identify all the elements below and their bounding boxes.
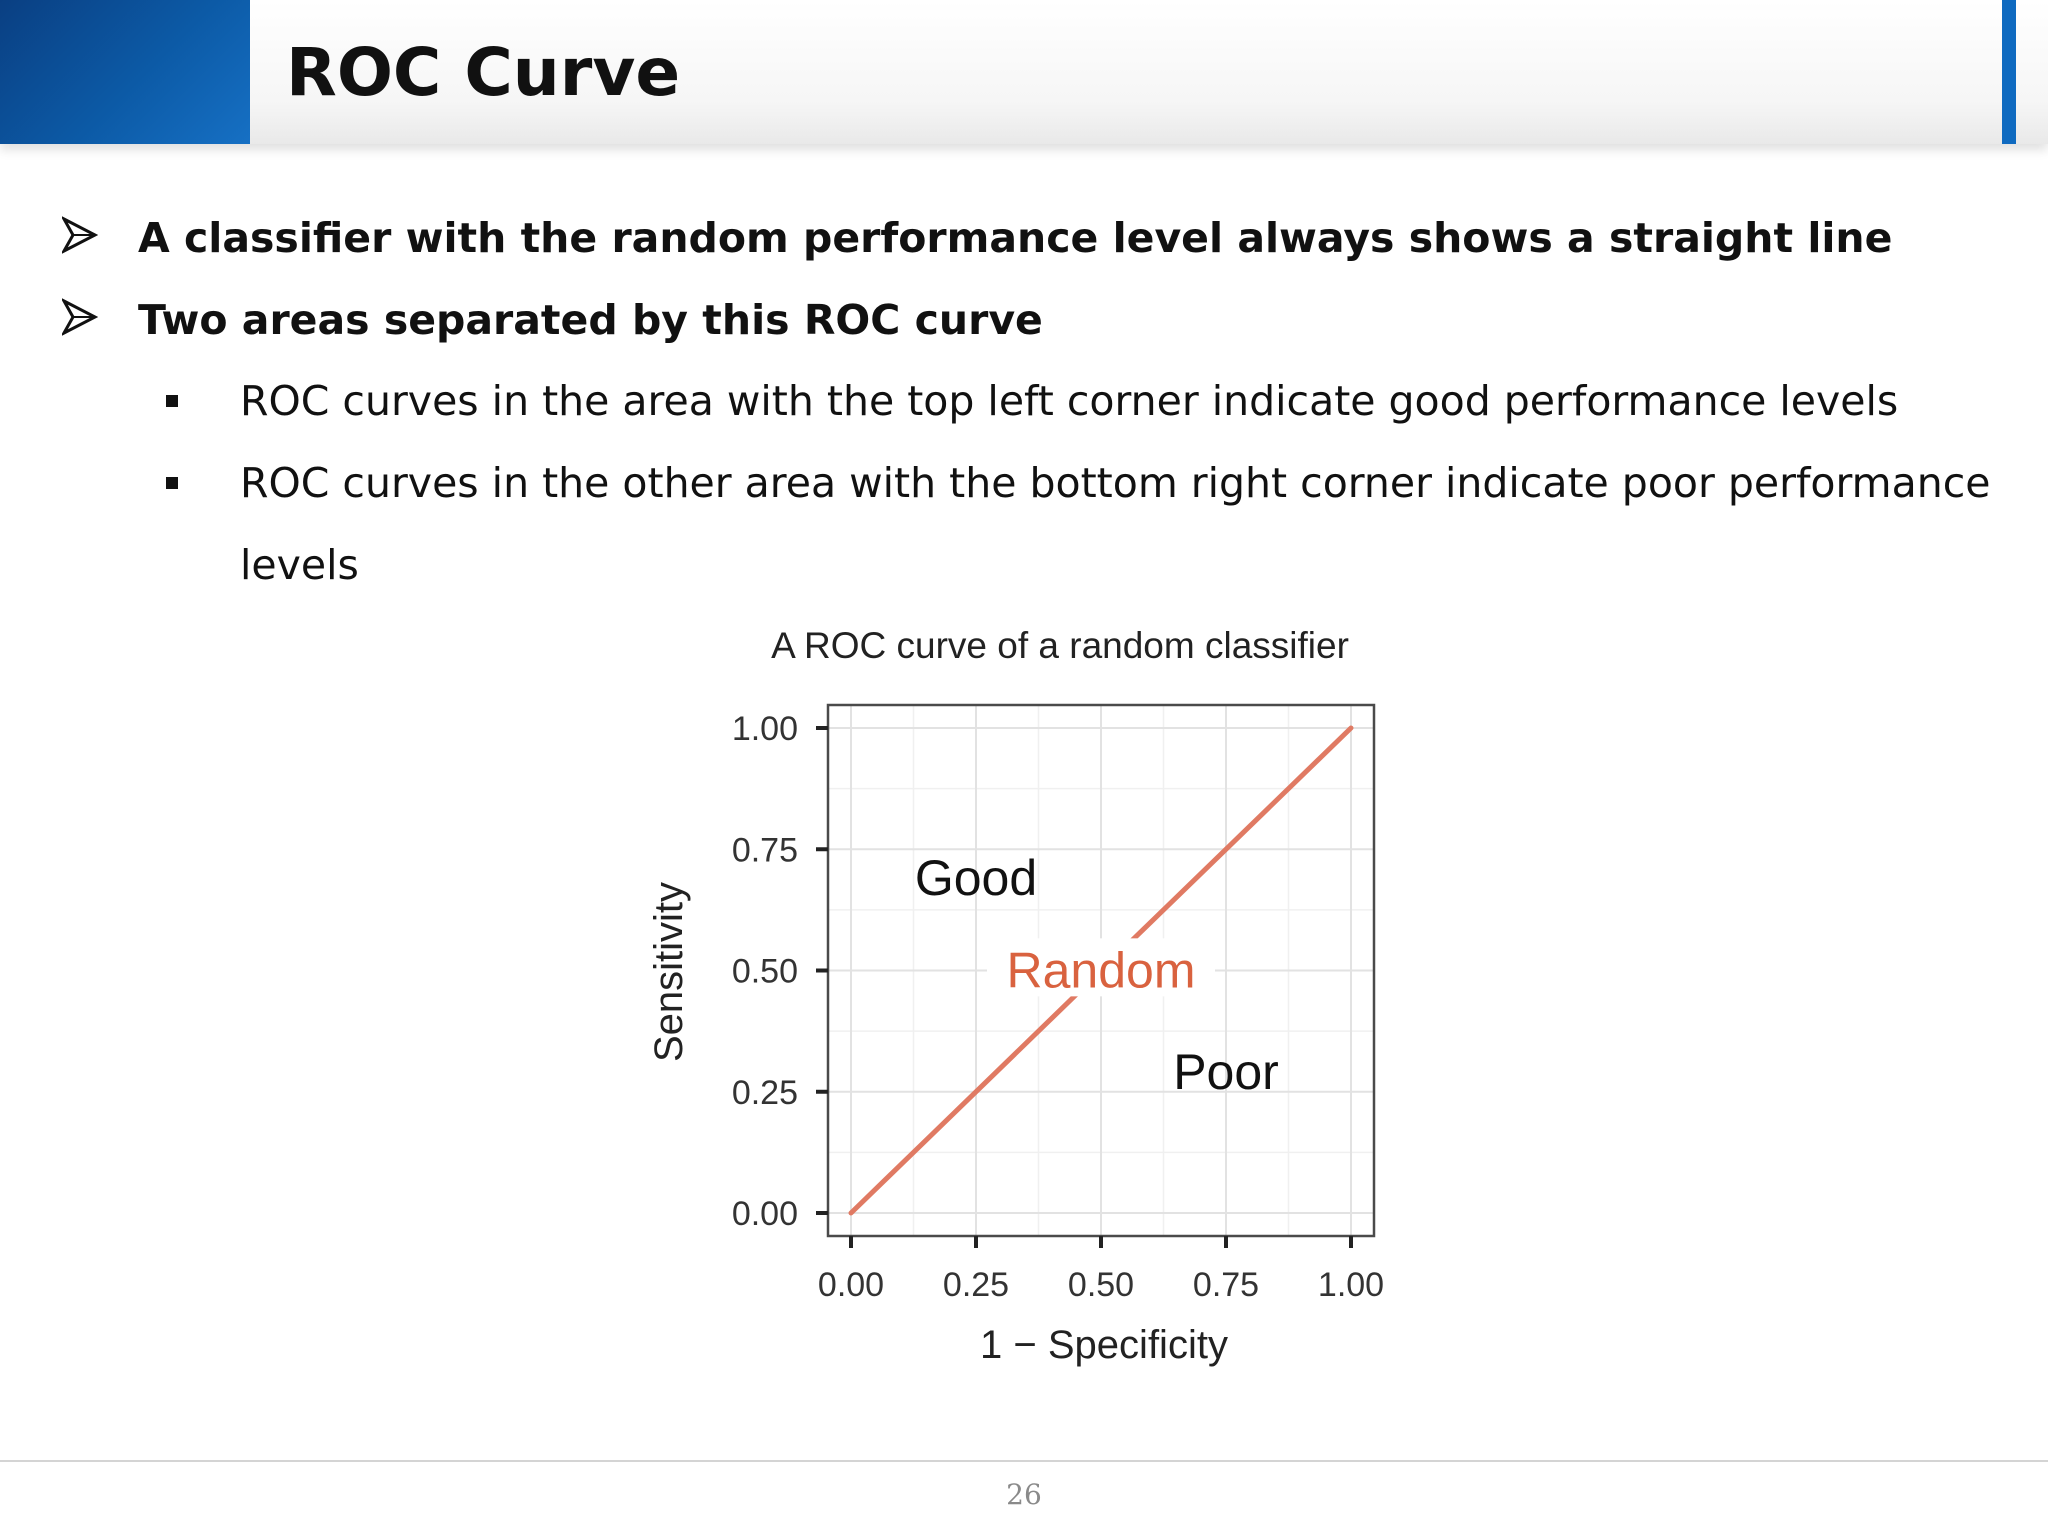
arrow-bullet-icon (62, 298, 98, 336)
bullet-text: Two areas separated by this ROC curve (138, 296, 1043, 344)
header-right-bar (2002, 0, 2016, 144)
annotation-good: Good (915, 850, 1037, 906)
arrow-bullet-icon (62, 216, 98, 254)
y-axis-label: Sensitivity (647, 882, 691, 1062)
page-number: 26 (1006, 1478, 1042, 1511)
x-tick-label: 0.00 (818, 1266, 884, 1304)
chart-title: A ROC curve of a random classifier (771, 625, 1349, 666)
sub-bullet-text: ROC curves in the area with the top left… (240, 377, 1899, 425)
y-tick-label: 0.25 (732, 1074, 798, 1112)
random-label-bg (987, 938, 1215, 997)
x-tick-label: 1.00 (1318, 1266, 1384, 1304)
x-tick-label: 0.75 (1193, 1266, 1259, 1304)
slide-header: ROC Curve (0, 0, 2048, 144)
sub-bullet-text: ROC curves in the other area with the bo… (240, 459, 1991, 589)
square-bullet-icon (166, 477, 178, 489)
y-tick-label: 1.00 (732, 710, 798, 748)
header-accent-block (0, 0, 250, 144)
x-axis-label: 1 − Specificity (980, 1323, 1228, 1367)
footer-divider (0, 1460, 2048, 1462)
slide-title: ROC Curve (286, 34, 681, 111)
roc-chart-svg: A ROC curve of a random classifier 1 − S… (647, 625, 1384, 1367)
y-tick-label: 0.50 (732, 953, 798, 991)
y-tick-label: 0.00 (732, 1195, 798, 1233)
x-tick-label: 0.25 (943, 1266, 1009, 1304)
bullet-text: A classifier with the random performance… (138, 214, 1893, 262)
x-tick-label: 0.50 (1068, 1266, 1134, 1304)
y-tick-label: 0.75 (732, 831, 798, 869)
roc-chart: A ROC curve of a random classifier 1 − S… (640, 610, 1420, 1380)
square-bullet-icon (166, 395, 178, 407)
annotation-random: Random (1007, 942, 1196, 998)
annotation-poor: Poor (1173, 1044, 1279, 1100)
